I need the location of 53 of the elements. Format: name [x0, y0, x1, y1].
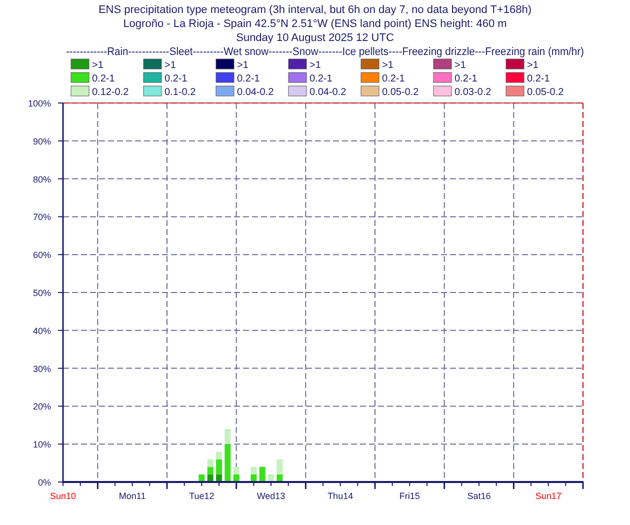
legend-label: >1	[310, 60, 322, 71]
legend-label: 0.2-1	[382, 74, 406, 84]
legend-label: >1	[92, 60, 104, 71]
x-tick-label: Sun17	[535, 491, 562, 501]
y-tick-label: 40%	[32, 326, 51, 336]
y-tick-label: 0%	[38, 478, 51, 488]
legend-label: 0.04-0.2	[310, 87, 347, 98]
y-tick-label: 10%	[32, 440, 51, 450]
legend-label: >1	[382, 60, 394, 71]
bar	[233, 466, 240, 474]
x-tick-label: Tue12	[189, 491, 214, 501]
legend-label: 0.12-0.2	[92, 87, 130, 98]
legend-label: 0.2-1	[92, 74, 116, 84]
bar	[216, 459, 222, 474]
legend-label: 0.04-0.2	[237, 87, 274, 98]
x-tick-label: Sat16	[467, 491, 491, 501]
y-tick-label: 20%	[32, 402, 51, 412]
legend-label: >1	[527, 60, 539, 71]
legend-label: 0.2-1	[454, 74, 478, 84]
x-tick-label: Thu14	[328, 491, 354, 501]
legend-label: >1	[164, 60, 176, 71]
chart-subtitle: Logroño - La Rioja - Spain 42.5°N 2.51°W (ENS land point) ENS height: 460 m Sunday 10 August 2025 12 UTC	[123, 18, 507, 44]
y-tick-label: 100%	[28, 98, 51, 108]
legend-label: 0.2-1	[310, 74, 333, 84]
y-tick-label: 90%	[32, 136, 51, 146]
legend-label: 0.05-0.2	[382, 87, 420, 98]
bar	[276, 459, 283, 474]
legend-label: 0.03-0.2	[454, 87, 492, 98]
legend-label: 0.2-1	[527, 74, 550, 84]
x-tick-label: Wed13	[256, 491, 286, 501]
x-tick-label: Fri15	[399, 491, 420, 501]
bar	[224, 428, 231, 444]
bar	[259, 466, 266, 482]
x-tick-label: Mon11	[118, 491, 146, 501]
bar	[207, 459, 214, 467]
y-tick-label: 30%	[32, 364, 51, 374]
bar	[224, 444, 231, 482]
bar	[216, 452, 222, 460]
chart-title: ENS precipitation type meteogram (3h interval, but 6h on day 7, no data beyond T+168h)	[98, 4, 532, 16]
y-tick-label: 50%	[32, 288, 51, 298]
x-tick-label: Sun10	[50, 491, 76, 501]
legend-label: >1	[454, 60, 466, 71]
y-tick-label: 70%	[32, 212, 51, 222]
legend-label: >1	[237, 60, 249, 71]
legend-label: 0.2-1	[164, 74, 188, 84]
legend-title: ------------Rain------------Sleet---------Wet snow-------Snow-------Ice pellets----Freezing drizzle---Freezing rain (mm/hr)	[66, 46, 620, 58]
bar	[207, 466, 214, 474]
bar	[250, 466, 257, 474]
legend-label: 0.1-0.2	[164, 87, 196, 98]
legend-label: 0.05-0.2	[527, 87, 564, 98]
y-tick-label: 60%	[32, 250, 51, 260]
y-tick-label: 80%	[32, 174, 51, 184]
legend-label: 0.2-1	[237, 74, 260, 84]
